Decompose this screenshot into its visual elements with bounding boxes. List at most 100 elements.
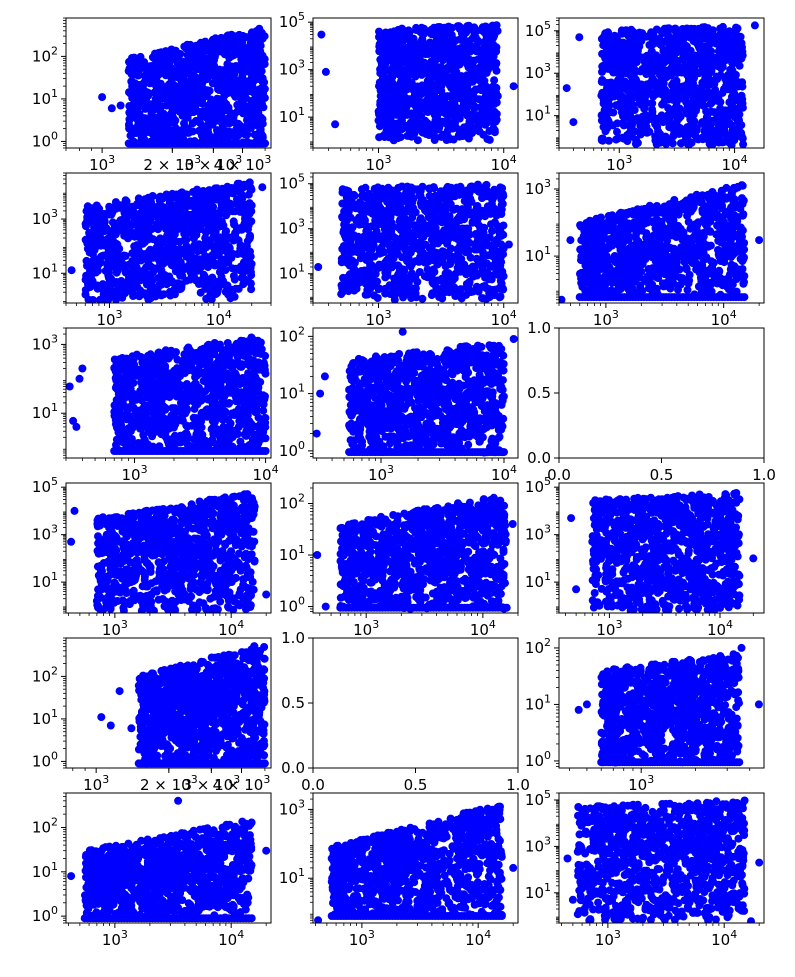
data-point [204, 103, 213, 112]
data-point [605, 101, 614, 110]
data-point [721, 106, 730, 115]
data-point [147, 263, 156, 272]
data-point [447, 36, 456, 44]
data-point [601, 127, 610, 136]
data-point [155, 193, 164, 202]
data-point [192, 230, 201, 239]
data-point [250, 89, 259, 98]
data-point [159, 94, 168, 103]
data-point [733, 116, 742, 125]
data-point [209, 60, 218, 69]
data-point [224, 258, 233, 267]
data-point [261, 139, 270, 148]
data-point [198, 127, 207, 136]
data-point [155, 211, 164, 220]
data-point [233, 107, 242, 116]
data-point [651, 82, 660, 91]
data-point [413, 136, 422, 145]
data-point [700, 92, 709, 101]
data-point [147, 225, 156, 233]
data-point [471, 33, 480, 42]
data-point [217, 204, 226, 213]
data-point [649, 51, 658, 60]
data-point [237, 190, 246, 198]
data-point [401, 99, 409, 108]
data-point [447, 101, 456, 110]
data-point [250, 63, 259, 72]
data-point [239, 126, 247, 135]
data-point [450, 122, 459, 131]
data-point [226, 128, 235, 137]
data-point [677, 139, 686, 148]
data-point [604, 136, 613, 145]
outlier-point [575, 33, 584, 42]
data-point [608, 121, 617, 130]
data-point [444, 62, 453, 71]
data-point [222, 237, 230, 246]
data-point [208, 53, 217, 62]
data-point [219, 196, 227, 205]
data-point [739, 140, 748, 148]
data-point [221, 187, 230, 196]
data-point [182, 105, 191, 114]
data-point [229, 189, 238, 198]
data-point [390, 295, 399, 303]
outlier-point [145, 104, 154, 113]
data-point [126, 115, 134, 124]
data-point [674, 129, 683, 138]
data-point [468, 58, 477, 67]
data-point [171, 262, 180, 271]
data-point [458, 76, 467, 85]
data-point [174, 224, 183, 233]
data-point [157, 220, 166, 229]
data-point [112, 239, 121, 248]
data-point [175, 107, 184, 116]
data-point [626, 45, 635, 53]
data-point [144, 128, 153, 136]
data-point [481, 37, 490, 46]
data-point [170, 193, 179, 202]
data-point [728, 121, 736, 130]
data-point [99, 223, 107, 232]
data-point [233, 195, 241, 204]
data-point [112, 254, 121, 263]
data-point [195, 241, 204, 250]
data-point [453, 88, 462, 96]
data-point [737, 91, 746, 100]
data-point [715, 138, 723, 147]
data-point [202, 243, 211, 252]
data-point [434, 77, 443, 86]
data-point [658, 100, 667, 109]
data-point [619, 78, 628, 87]
data-point [134, 67, 143, 76]
data-point [162, 280, 171, 289]
data-point [131, 275, 140, 284]
data-point [641, 127, 650, 136]
data-point [491, 46, 500, 54]
data-point [703, 58, 712, 67]
data-point [685, 140, 694, 148]
data-point [230, 68, 238, 77]
data-point [736, 99, 745, 108]
x-tick-label: 3 × 103 [184, 153, 242, 174]
data-point [691, 91, 700, 99]
data-point [629, 93, 638, 102]
y-tick-label: 105 [525, 19, 551, 40]
data-point [647, 33, 656, 42]
data-point [431, 57, 439, 66]
data-point [476, 103, 485, 112]
data-point [208, 226, 216, 235]
data-point [189, 100, 198, 109]
data-point [153, 251, 162, 260]
data-point [636, 67, 645, 76]
data-point [182, 127, 191, 136]
data-point [447, 80, 456, 88]
data-point [632, 58, 641, 67]
data-point [465, 238, 474, 247]
data-point [206, 132, 215, 141]
data-point [413, 125, 422, 134]
data-point [213, 107, 222, 116]
data-point [211, 34, 220, 43]
